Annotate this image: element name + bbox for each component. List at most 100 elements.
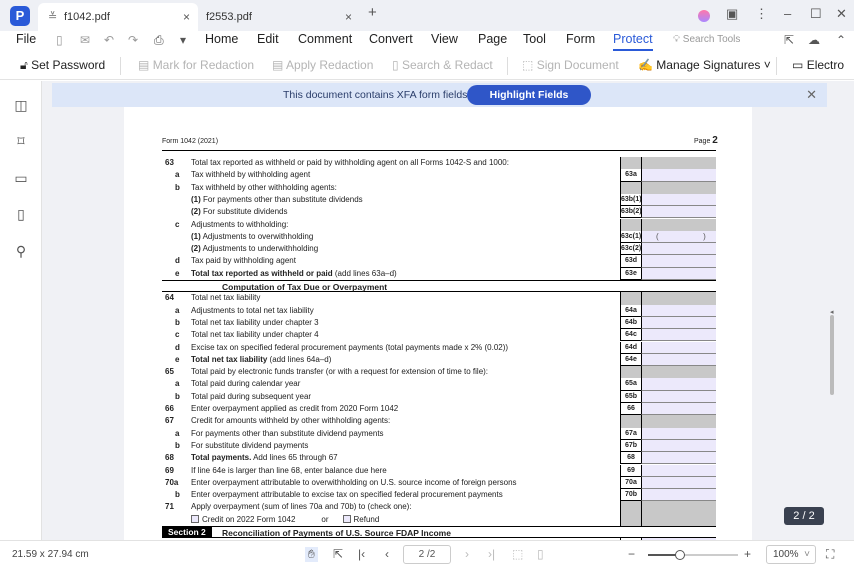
zoom-slider-handle[interactable] — [674, 550, 685, 560]
amount-field[interactable] — [641, 464, 716, 477]
comment-icon[interactable]: ▭ — [14, 170, 28, 186]
line-text: Tax withheld by other withholding agents… — [191, 182, 337, 192]
amount-field[interactable] — [641, 316, 716, 330]
cloud-upload-icon[interactable]: ☁ — [808, 33, 820, 47]
menu-page[interactable]: Page — [478, 32, 508, 46]
line-number: 64 — [165, 293, 174, 303]
share-icon[interactable]: ⇱ — [784, 33, 795, 47]
maximize-icon[interactable]: ☐ — [810, 6, 822, 21]
amount-field[interactable] — [641, 476, 716, 490]
attachment-icon[interactable]: ▯ — [17, 206, 25, 222]
search-tools[interactable]: 💡︎ Search Tools — [673, 34, 740, 45]
amount-field[interactable] — [641, 169, 716, 182]
menu-protect[interactable]: Protect — [613, 32, 653, 51]
bookmark-icon[interactable]: ⌑ — [17, 133, 25, 149]
search-icon[interactable]: ⚲ — [15, 243, 27, 259]
amount-field[interactable] — [641, 193, 716, 207]
vertical-scrollbar[interactable] — [830, 315, 834, 395]
fullscreen-icon[interactable]: ⛶ — [826, 547, 835, 561]
close-tab-icon[interactable]: × — [344, 10, 352, 24]
amount-field[interactable] — [641, 304, 716, 317]
amount-field[interactable] — [641, 427, 716, 440]
menu-view[interactable]: View — [431, 32, 458, 46]
expand-right-panel-icon[interactable]: ◂ — [830, 309, 834, 316]
notification-icon[interactable]: ▣ — [726, 6, 739, 21]
close-window-icon[interactable]: ✕ — [836, 6, 847, 21]
first-page-icon[interactable]: |‹ — [358, 547, 366, 561]
search-redact-label: Search & Redact — [401, 58, 493, 72]
parentheses: ( ) — [656, 231, 706, 241]
page-label: Page 2 — [694, 135, 718, 146]
more-icon[interactable]: ⋮ — [755, 6, 768, 21]
shaded-cell — [620, 181, 641, 194]
amount-field[interactable] — [641, 390, 716, 403]
tab-f1042[interactable]: ≚ f1042.pdf × — [38, 3, 198, 31]
line-letter: b — [175, 490, 180, 500]
next-page-icon[interactable]: › — [465, 547, 469, 561]
credit-checkbox[interactable] — [191, 514, 199, 523]
line-code: 63d — [620, 255, 641, 268]
amount-field[interactable] — [641, 489, 716, 502]
menu-file[interactable]: File — [16, 32, 37, 46]
amount-field[interactable] — [641, 403, 716, 416]
avatar[interactable] — [698, 10, 710, 22]
menu-form[interactable]: Form — [566, 32, 596, 46]
zoom-out-icon[interactable]: − — [628, 547, 636, 561]
menu-convert[interactable]: Convert — [369, 32, 413, 46]
amount-field[interactable] — [641, 452, 716, 465]
collapse-ribbon-icon[interactable]: ⌃ — [836, 33, 847, 47]
thumbnails-icon[interactable]: ◫ — [14, 97, 28, 113]
print-icon[interactable]: ⎙ — [154, 33, 164, 47]
previous-page-icon[interactable]: ‹ — [385, 547, 389, 561]
tab-f2553[interactable]: f2553.pdf × — [200, 3, 360, 31]
line-code: 64c — [620, 329, 641, 342]
close-tab-icon[interactable]: × — [182, 10, 190, 24]
mail-icon[interactable]: ✉ — [80, 33, 91, 47]
zoom-in-icon[interactable]: + — [744, 547, 752, 561]
manage-signatures-button[interactable]: ✍ Manage Signatures ˅ — [638, 58, 771, 72]
hand-tool-icon[interactable]: ✋︎ — [305, 547, 318, 562]
line-text: Adjustments to overwithholding — [200, 231, 314, 241]
amount-field[interactable]: ( ) — [641, 230, 716, 244]
search-redact-button[interactable]: ▯ Search & Redact — [392, 58, 493, 72]
bold-text: Total payments. — [191, 453, 252, 463]
amount-field[interactable] — [641, 206, 716, 219]
fit-width-icon[interactable]: ▯ — [537, 547, 544, 561]
apply-redaction-button[interactable]: ▤ Apply Redaction — [272, 58, 373, 72]
close-banner-icon[interactable]: ✕ — [806, 87, 817, 102]
set-password-button[interactable]: 🔓︎ Set Password — [20, 58, 105, 73]
amount-field[interactable] — [641, 378, 716, 391]
menu-home[interactable]: Home — [205, 32, 239, 46]
menu-edit[interactable]: Edit — [257, 32, 279, 46]
electronic-signature-button[interactable]: ▭ Electro — [792, 58, 844, 72]
amount-field[interactable] — [641, 255, 716, 268]
quick-access-dropdown-icon[interactable]: ▾ — [180, 33, 187, 47]
refund-checkbox[interactable] — [342, 514, 351, 523]
save-icon[interactable]: ▯ — [56, 33, 63, 47]
minimize-icon[interactable]: – — [784, 6, 792, 21]
amount-field[interactable] — [641, 341, 716, 354]
page-prefix: Page — [694, 138, 713, 145]
redo-icon[interactable]: ↷ — [128, 33, 139, 47]
amount-field[interactable] — [641, 329, 716, 342]
amount-field[interactable] — [641, 439, 716, 453]
amount-field[interactable] — [641, 353, 716, 367]
sign-document-button[interactable]: ⬚ Sign Document — [522, 58, 619, 72]
zoom-slider[interactable] — [648, 550, 738, 560]
amount-field[interactable] — [641, 267, 716, 280]
select-tool-icon[interactable]: ⇱ — [333, 547, 344, 561]
zoom-select[interactable]: 100% ˅ — [766, 545, 816, 564]
fit-page-icon[interactable]: ⬚ — [512, 547, 524, 561]
mark-for-redaction-button[interactable]: ▤ Mark for Redaction — [138, 58, 254, 72]
amount-field[interactable] — [641, 243, 716, 256]
highlight-fields-button[interactable]: Highlight Fields — [467, 85, 591, 105]
line-text: Enter overpayment applied as credit from… — [191, 404, 399, 413]
line-description: Total tax reported as withheld or paid b… — [191, 157, 509, 169]
menu-tool[interactable]: Tool — [523, 32, 546, 46]
menu-comment[interactable]: Comment — [298, 32, 353, 46]
undo-icon[interactable]: ↶ — [104, 33, 115, 47]
last-page-icon[interactable]: ›| — [488, 547, 496, 561]
page-number-input[interactable]: 2 /2 — [403, 545, 451, 564]
new-tab-icon[interactable]: + — [368, 4, 377, 21]
line-description: Enter overpayment attributable to excise… — [191, 489, 503, 501]
